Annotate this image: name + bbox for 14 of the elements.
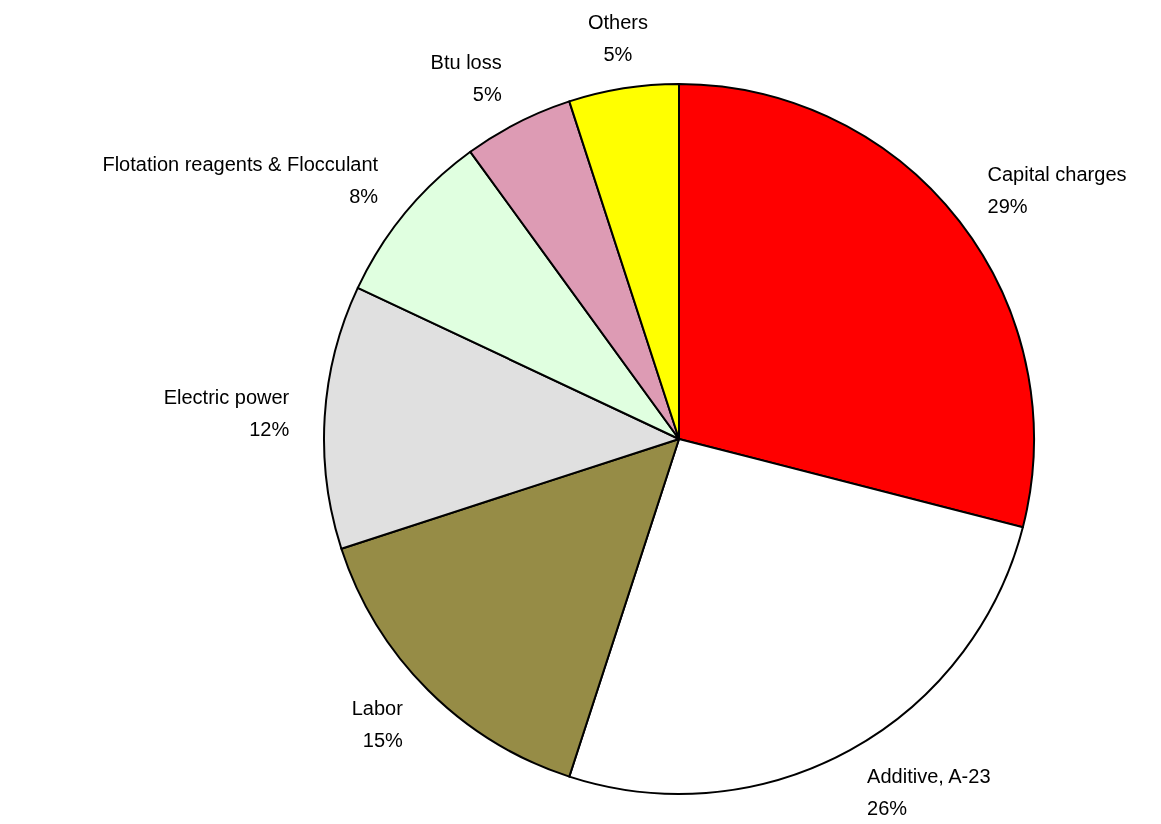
data-label: 26% bbox=[867, 797, 908, 820]
data-label: 8% bbox=[349, 185, 379, 208]
slice-label: Btu loss bbox=[430, 50, 502, 73]
slice-label: Additive, A-23 bbox=[867, 765, 991, 788]
slice-label: Capital charges bbox=[987, 163, 1127, 186]
data-label: 29% bbox=[987, 195, 1028, 218]
slice-label: Electric power bbox=[163, 385, 290, 408]
slice-label: Labor bbox=[351, 697, 404, 720]
data-label: 5% bbox=[472, 82, 502, 105]
data-label: 12% bbox=[249, 417, 290, 440]
data-label: 5% bbox=[603, 43, 633, 66]
slice-label: Others bbox=[587, 11, 648, 34]
slice-label: Flotation reagents & Flocculant bbox=[102, 153, 379, 176]
data-label: 15% bbox=[362, 729, 404, 752]
